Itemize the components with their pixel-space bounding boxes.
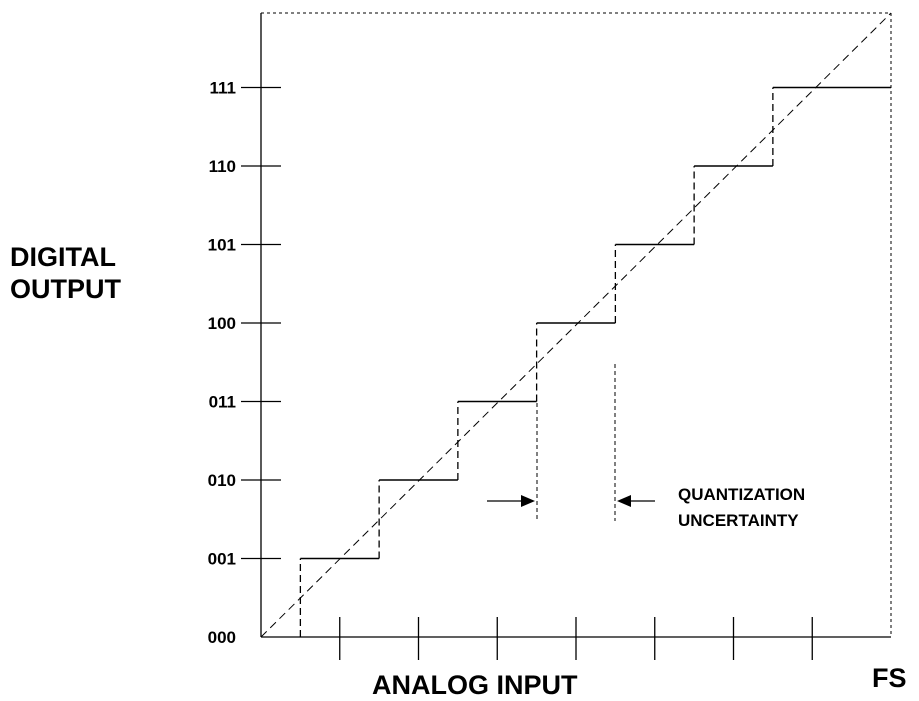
x-tick-marks [339, 617, 813, 660]
quantized-staircase [299, 86, 891, 637]
y-axis-title-line-2: OUTPUT [10, 274, 122, 304]
y-tick-label: 001 [208, 550, 236, 569]
quantization-uncertainty-markers [487, 364, 655, 521]
y-tick-label: 011 [209, 393, 236, 412]
y-tick-label: 111 [210, 79, 237, 98]
annotation-line-2: UNCERTAINTY [678, 511, 799, 530]
right-pointing-arrowhead-icon [521, 495, 535, 507]
full-scale-label: FS [872, 663, 907, 693]
y-axis-title-line-1: DIGITAL [10, 242, 116, 272]
y-code-labels: 000 001 010 011 100 101 110 111 [208, 79, 236, 648]
y-tick-label: 101 [208, 236, 236, 255]
left-pointing-arrowhead-icon [617, 495, 631, 507]
annotation-line-1: QUANTIZATION [678, 485, 805, 504]
y-tick-label: 110 [209, 157, 236, 176]
ideal-transfer-line [260, 12, 892, 638]
y-tick-marks [241, 86, 281, 560]
y-tick-label: 000 [208, 628, 236, 647]
y-tick-label: 100 [208, 314, 236, 333]
x-axis-title: ANALOG INPUT [372, 670, 578, 700]
y-tick-label: 010 [208, 471, 236, 490]
full-scale-frame [261, 12, 892, 637]
